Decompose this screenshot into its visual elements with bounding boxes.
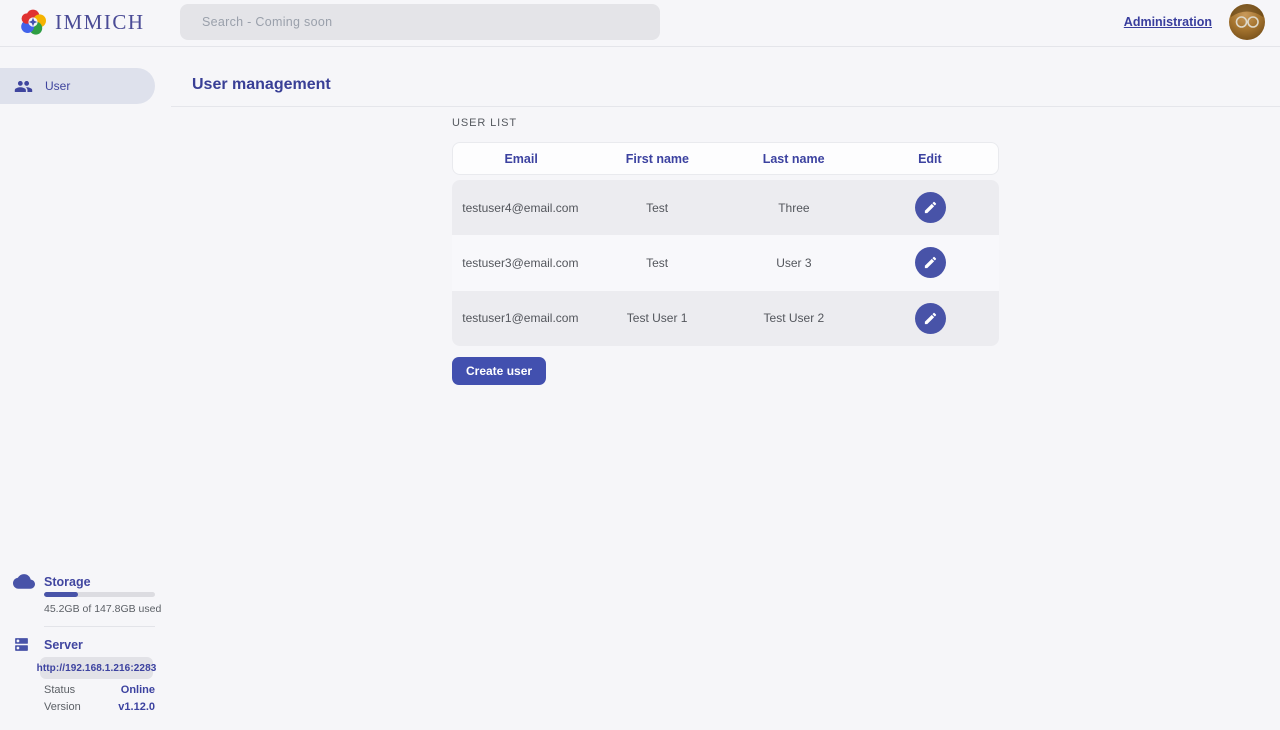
- search-bar: [180, 4, 660, 40]
- user-table-body: testuser4@email.com Test Three testuser3…: [452, 180, 999, 346]
- server-title: Server: [44, 638, 83, 652]
- cell-last-name: User 3: [776, 255, 812, 270]
- pencil-icon: [923, 311, 938, 326]
- column-header-last-name: Last name: [762, 151, 825, 166]
- immich-flower-icon: [20, 9, 46, 35]
- column-header-email: Email: [504, 151, 538, 166]
- table-row: testuser3@email.com Test User 3: [452, 235, 999, 291]
- search-input[interactable]: [180, 4, 660, 40]
- column-header-edit: Edit: [918, 151, 942, 166]
- sidebar-item-label: User: [45, 79, 71, 93]
- pencil-icon: [923, 200, 938, 215]
- cell-first-name: Test: [646, 255, 669, 270]
- edit-user-button[interactable]: [915, 192, 947, 224]
- logo-wordmark: IMMICH: [55, 9, 145, 34]
- users-icon: [14, 77, 33, 96]
- status-label: Status: [44, 684, 76, 696]
- server-url-badge: http://192.168.1.216:2283: [37, 657, 156, 679]
- user-table-header: Email First name Last name Edit: [452, 142, 999, 175]
- cell-last-name: Three: [778, 200, 810, 215]
- immich-logo[interactable]: IMMICH: [20, 9, 145, 35]
- pencil-icon: [923, 255, 938, 270]
- edit-user-button[interactable]: [915, 302, 947, 334]
- cloud-icon: [13, 572, 35, 594]
- storage-progress-bar: [44, 592, 155, 597]
- edit-user-button[interactable]: [915, 247, 947, 279]
- cell-email: testuser3@email.com: [462, 255, 579, 270]
- title-divider: [171, 106, 1280, 107]
- version-label: Version: [44, 701, 81, 713]
- user-list-label: USER LIST: [452, 117, 517, 129]
- storage-title: Storage: [44, 575, 91, 589]
- server-status-row: Status Online: [44, 684, 155, 696]
- column-header-first-name: First name: [625, 151, 689, 166]
- table-row: testuser1@email.com Test User 1 Test Use…: [452, 290, 999, 346]
- sidebar-divider: [44, 626, 155, 627]
- create-user-button[interactable]: Create user: [452, 357, 547, 385]
- user-avatar[interactable]: [1229, 4, 1265, 40]
- server-icon: [13, 636, 30, 658]
- cell-email: testuser4@email.com: [462, 200, 579, 215]
- server-version-row: Version v1.12.0: [44, 701, 155, 713]
- cell-first-name: Test: [646, 200, 669, 215]
- status-value: Online: [120, 684, 155, 696]
- administration-link[interactable]: Administration: [1123, 15, 1212, 29]
- sidebar-item-user[interactable]: User: [0, 68, 155, 104]
- server-url: http://192.168.1.216:2283: [36, 662, 157, 674]
- storage-progress-fill: [44, 592, 78, 597]
- version-value: v1.12.0: [118, 701, 155, 713]
- page-title: User management: [192, 76, 331, 93]
- cell-first-name: Test User 1: [626, 311, 688, 326]
- storage-usage-text: 45.2GB of 147.8GB used: [44, 603, 162, 615]
- top-navbar: IMMICH Administration: [0, 0, 1280, 47]
- cell-last-name: Test User 2: [763, 311, 825, 326]
- cell-email: testuser1@email.com: [462, 311, 579, 326]
- table-row: testuser4@email.com Test Three: [452, 180, 999, 236]
